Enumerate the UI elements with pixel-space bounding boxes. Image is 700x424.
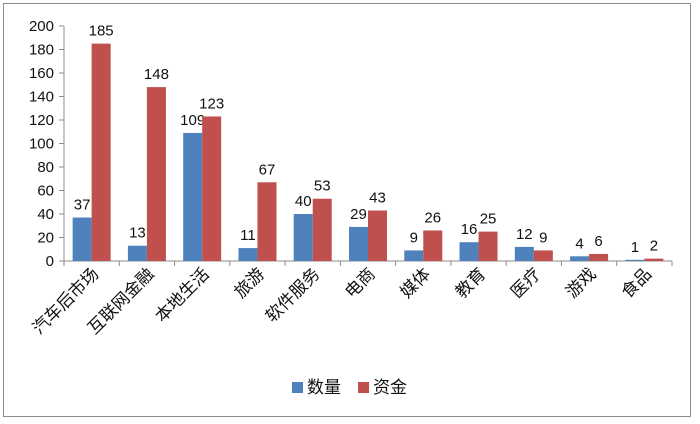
bar-funding [368,210,387,261]
bar-funding [312,198,332,261]
bar-funding [257,182,277,261]
y-tick-label: 100 [29,136,54,153]
x-category-label: 软件服务 [262,264,324,326]
data-label: 1 [631,239,639,256]
bar-count [127,245,147,261]
x-category-label: 医疗 [507,264,545,302]
x-category-label: 媒体 [397,264,435,302]
data-label: 43 [369,189,386,206]
x-category-label: 食品 [618,264,656,302]
data-label: 12 [516,226,533,243]
bar-funding [91,43,111,261]
chart-frame [3,3,691,417]
data-label: 123 [199,95,224,112]
data-label: 67 [259,161,276,178]
y-tick-label: 40 [37,206,54,223]
bar-funding [202,116,222,261]
bar-count [349,226,368,261]
x-category-label: 游戏 [562,264,600,302]
y-tick-label: 80 [37,159,54,176]
data-label: 11 [240,227,256,244]
data-label: 9 [539,229,547,246]
data-label: 6 [594,233,602,250]
bar-count [183,132,203,261]
y-tick-label: 0 [46,253,54,270]
data-label: 4 [575,235,583,252]
data-label: 2 [650,238,658,255]
y-tick-label: 20 [37,230,54,247]
bar-funding [533,250,553,261]
bar-funding [423,230,443,261]
bar-funding [589,253,609,261]
data-label: 148 [144,66,169,83]
legend-label: 数量 [307,378,341,398]
bar-count [404,250,424,261]
y-tick-label: 120 [29,112,54,129]
data-label: 26 [424,209,441,226]
data-label: 109 [180,112,205,129]
y-tick-label: 180 [29,42,54,59]
bar-count [238,248,258,261]
data-label: 185 [89,23,114,40]
bar-count [514,246,534,261]
legend-swatch [358,382,369,393]
y-tick-label: 140 [29,89,54,106]
bar-count [72,217,92,261]
bar-count [570,256,590,261]
x-category-label: 电商 [341,264,379,302]
y-tick-label: 60 [37,183,54,200]
data-label: 13 [129,225,146,242]
y-tick-label: 160 [29,65,54,82]
data-label: 40 [295,193,312,210]
data-label: 37 [74,197,91,214]
x-category-label: 教育 [452,264,490,302]
data-label: 25 [480,211,497,228]
legend-swatch [292,382,303,393]
x-category-label: 旅游 [231,264,269,302]
bar-count [293,214,313,261]
legend-label: 资金 [373,378,407,398]
data-label: 9 [410,229,418,246]
y-tick-label: 200 [29,18,54,35]
bar-count [625,259,645,261]
data-label: 29 [350,206,367,223]
bar-count [459,242,479,261]
bar-funding [478,231,498,261]
bar-funding [146,87,166,261]
x-category-label: 本地生活 [151,264,213,326]
bar-funding [644,258,664,261]
data-label: 53 [314,178,331,195]
data-label: 16 [461,221,478,238]
